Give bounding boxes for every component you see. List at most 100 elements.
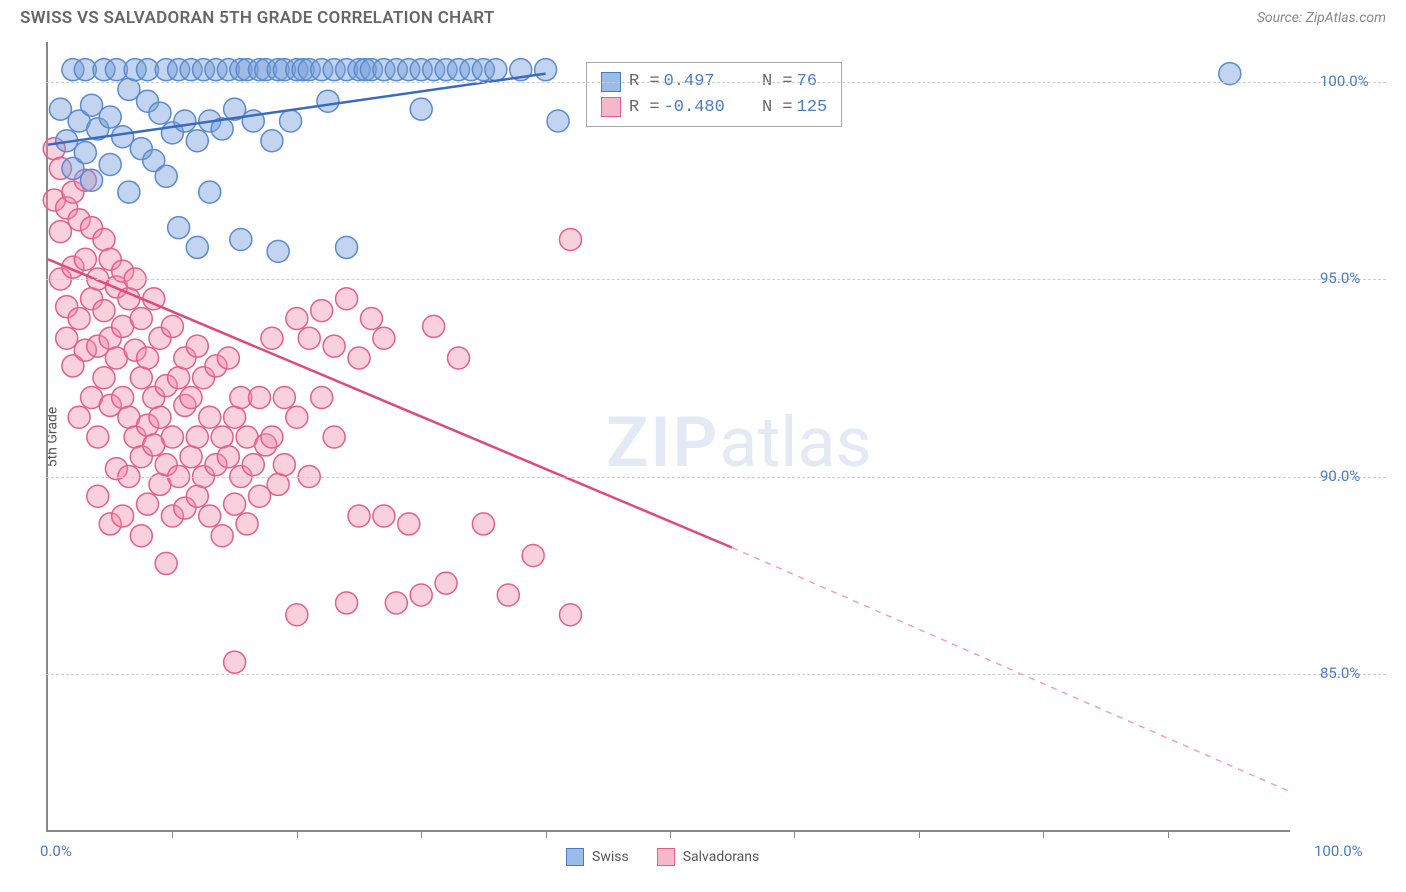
scatter-point	[423, 315, 445, 337]
scatter-point	[99, 106, 121, 128]
scatter-point	[224, 406, 246, 428]
scatter-point	[149, 406, 171, 428]
scatter-point	[385, 592, 407, 614]
x-tick	[1168, 830, 1169, 838]
scatter-point	[336, 592, 358, 614]
scatter-point	[186, 335, 208, 357]
legend-bottom: SwissSalvadorans	[566, 848, 759, 866]
x-tick	[919, 830, 920, 838]
x-axis-max-label: 100.0%	[1314, 842, 1363, 860]
scatter-point	[286, 406, 308, 428]
y-tick-label: 85.0%	[1320, 664, 1360, 682]
scatter-point	[360, 308, 382, 330]
scatter-point	[230, 229, 252, 251]
scatter-point	[161, 315, 183, 337]
x-tick	[421, 830, 422, 838]
scatter-point	[286, 604, 308, 626]
scatter-point	[211, 525, 233, 547]
trend-line	[732, 548, 1292, 793]
scatter-point	[68, 406, 90, 428]
scatter-point	[267, 240, 289, 262]
scatter-point	[149, 102, 171, 124]
scatter-point	[317, 90, 339, 112]
scatter-point	[180, 446, 202, 468]
scatter-point	[242, 454, 264, 476]
plot-box	[46, 42, 1290, 832]
gridline	[46, 279, 1386, 280]
stats-row: R =-0.480 N =125	[601, 95, 827, 121]
scatter-point	[348, 347, 370, 369]
scatter-point	[93, 229, 115, 251]
scatter-point	[93, 367, 115, 389]
x-tick	[546, 830, 547, 838]
scatter-point	[155, 552, 177, 574]
x-tick	[794, 830, 795, 838]
scatter-point	[435, 572, 457, 594]
scatter-point	[559, 604, 581, 626]
scatter-point	[130, 367, 152, 389]
stat-r-value: -0.480	[664, 95, 734, 121]
scatter-point	[522, 545, 544, 567]
scatter-point	[273, 387, 295, 409]
scatter-point	[199, 181, 221, 203]
scatter-point	[336, 236, 358, 258]
y-tick-label: 95.0%	[1320, 269, 1360, 287]
scatter-point	[311, 300, 333, 322]
gridline	[46, 82, 1386, 83]
scatter-point	[174, 110, 196, 132]
scatter-point	[74, 248, 96, 270]
scatter-point	[130, 525, 152, 547]
scatter-point	[186, 426, 208, 448]
chart-area: 5th Grade ZIPatlas R = 0.497 N = 76R =-0…	[46, 42, 1386, 832]
x-tick	[670, 830, 671, 838]
scatter-point	[155, 165, 177, 187]
scatter-point	[180, 387, 202, 409]
scatter-point	[248, 387, 270, 409]
scatter-point	[497, 584, 519, 606]
scatter-point	[199, 406, 221, 428]
stats-swatch	[601, 97, 621, 117]
scatter-point	[168, 217, 190, 239]
scatter-point	[74, 142, 96, 164]
source-attribution: Source: ZipAtlas.com	[1257, 10, 1386, 26]
y-tick-label: 90.0%	[1320, 467, 1360, 485]
legend-label: Swiss	[592, 849, 629, 865]
scatter-point	[217, 446, 239, 468]
chart-title: SWISS VS SALVADORAN 5TH GRADE CORRELATIO…	[20, 8, 495, 28]
scatter-point	[448, 347, 470, 369]
x-axis-min-label: 0.0%	[40, 842, 72, 860]
gridline	[46, 674, 1386, 675]
scatter-point	[535, 59, 557, 81]
scatter-point	[168, 367, 190, 389]
scatter-point	[236, 513, 258, 535]
stat-n-value: 125	[797, 95, 828, 121]
scatter-point	[323, 335, 345, 357]
scatter-point	[472, 513, 494, 535]
scatter-point	[261, 130, 283, 152]
stats-box: R = 0.497 N = 76R =-0.480 N =125	[586, 62, 842, 127]
scatter-point	[118, 181, 140, 203]
gridline	[46, 477, 1386, 478]
x-tick	[172, 830, 173, 838]
legend-item: Swiss	[566, 848, 629, 866]
scatter-point	[336, 288, 358, 310]
scatter-point	[286, 308, 308, 330]
scatter-point	[93, 300, 115, 322]
scatter-point	[348, 505, 370, 527]
scatter-point	[161, 426, 183, 448]
scatter-point	[261, 426, 283, 448]
scatter-point	[559, 229, 581, 251]
stat-r-label: R =	[629, 95, 660, 121]
scatter-point	[373, 327, 395, 349]
scatter-point	[137, 347, 159, 369]
scatter-point	[224, 651, 246, 673]
scatter-point	[130, 308, 152, 330]
scatter-point	[81, 169, 103, 191]
scatter-point	[485, 59, 507, 81]
scatter-point	[87, 485, 109, 507]
scatter-point	[311, 387, 333, 409]
x-tick	[1043, 830, 1044, 838]
scatter-point	[186, 485, 208, 507]
scatter-point	[186, 236, 208, 258]
scatter-point	[217, 347, 239, 369]
